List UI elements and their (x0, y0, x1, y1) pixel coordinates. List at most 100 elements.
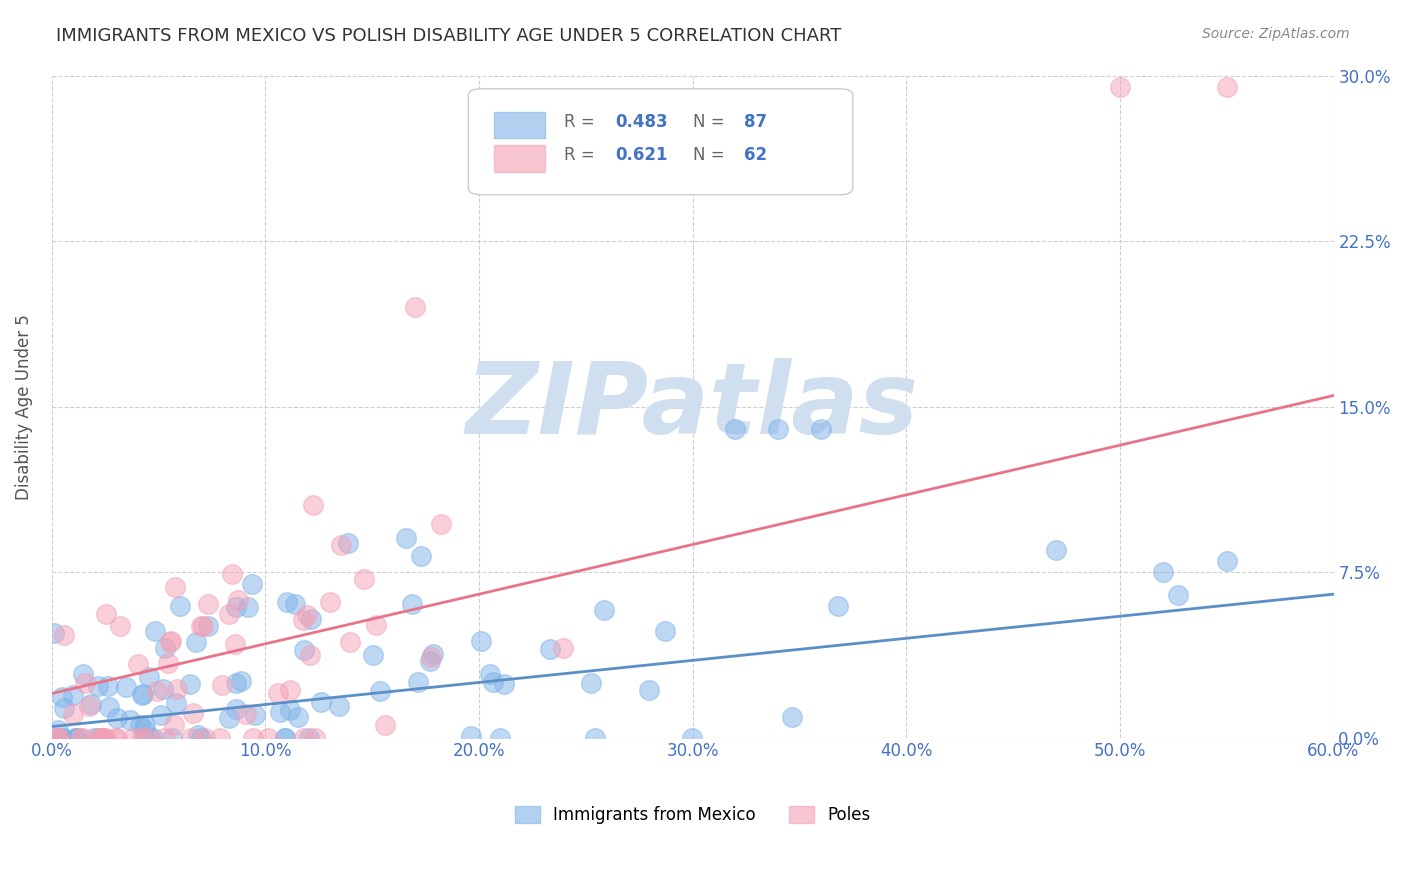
Point (211, 678, 233, 692)
Point (361, 648, 384, 662)
Point (460, 729, 482, 743)
Point (225, 676, 247, 690)
Point (142, 731, 165, 745)
Point (72, 667, 94, 681)
Point (298, 731, 321, 745)
Text: ZIPatlas: ZIPatlas (465, 358, 920, 455)
Point (91, 731, 114, 745)
Point (46, 731, 69, 745)
Point (66, 731, 89, 745)
Point (422, 647, 444, 661)
Point (218, 711, 240, 725)
Point (267, 686, 290, 700)
Point (181, 706, 204, 720)
Point (94, 731, 117, 745)
Point (160, 731, 183, 745)
Point (1109, 79, 1132, 94)
Point (492, 677, 515, 691)
Bar (494, 112, 546, 138)
Point (229, 674, 252, 689)
Point (724, 422, 747, 436)
Point (243, 708, 266, 723)
Point (108, 619, 131, 633)
Point (80, 697, 103, 711)
Point (235, 706, 257, 721)
Point (194, 731, 217, 745)
Point (329, 538, 352, 552)
Point (638, 683, 661, 698)
Point (328, 698, 350, 713)
Text: 0.621: 0.621 (616, 146, 668, 164)
Point (1152, 565, 1174, 579)
Point (827, 599, 849, 613)
Point (62, 689, 84, 703)
Point (65, 731, 87, 745)
Text: 0.483: 0.483 (616, 113, 668, 131)
Point (46, 723, 69, 737)
Point (131, 688, 153, 702)
Text: R =: R = (564, 113, 600, 131)
Point (302, 499, 325, 513)
Point (242, 731, 264, 745)
Point (197, 618, 219, 632)
Point (70, 731, 93, 745)
Point (224, 637, 246, 651)
Point (91, 731, 114, 745)
Point (1215, 554, 1237, 568)
Point (269, 705, 291, 719)
Point (190, 731, 212, 745)
Point (156, 656, 179, 670)
Point (69, 731, 91, 745)
Text: R =: R = (564, 146, 600, 164)
Point (184, 635, 207, 649)
Text: N =: N = (693, 113, 730, 131)
Point (118, 713, 141, 727)
Point (309, 695, 332, 709)
Point (810, 422, 832, 436)
Point (681, 731, 703, 745)
Point (366, 618, 388, 632)
Text: N =: N = (693, 146, 730, 164)
Text: 62: 62 (744, 146, 768, 164)
Point (479, 666, 502, 681)
Point (180, 731, 202, 745)
Point (197, 597, 219, 611)
Point (225, 600, 247, 615)
Point (284, 597, 307, 611)
Point (131, 731, 153, 745)
Point (298, 648, 321, 663)
Point (395, 531, 418, 545)
Point (83, 731, 105, 745)
Point (139, 731, 162, 745)
Point (218, 607, 240, 621)
Point (420, 650, 443, 665)
Point (409, 549, 432, 564)
Point (127, 657, 149, 672)
Point (470, 633, 492, 648)
Point (65, 731, 87, 745)
Point (153, 731, 176, 745)
Point (143, 624, 166, 639)
Point (221, 566, 243, 581)
Point (339, 635, 361, 649)
Point (51, 690, 73, 704)
Point (46, 731, 69, 745)
Point (592, 602, 614, 616)
Point (209, 731, 232, 745)
Point (278, 683, 301, 698)
Point (52, 731, 75, 745)
Text: Source: ZipAtlas.com: Source: ZipAtlas.com (1202, 27, 1350, 41)
Point (240, 576, 263, 591)
Point (42, 626, 65, 640)
Point (1215, 79, 1237, 94)
Point (53, 700, 76, 714)
Point (77, 699, 100, 714)
Point (153, 640, 176, 655)
Text: 87: 87 (744, 113, 768, 131)
Y-axis label: Disability Age Under 5: Disability Age Under 5 (15, 314, 32, 500)
Point (129, 718, 152, 732)
Point (374, 718, 396, 732)
Point (236, 599, 259, 614)
Point (406, 674, 429, 689)
Point (401, 598, 423, 612)
